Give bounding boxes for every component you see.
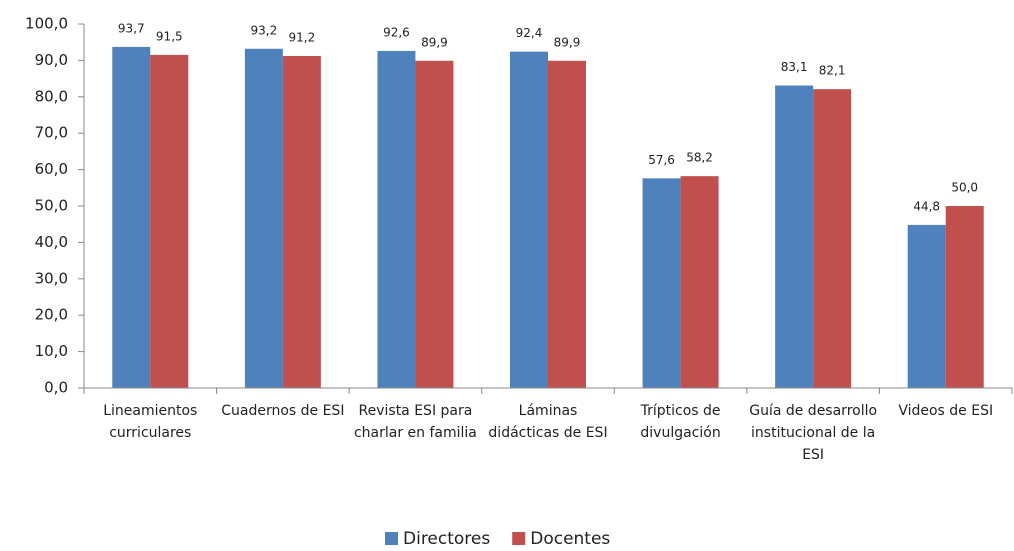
- data-label: 83,1: [781, 60, 808, 74]
- data-label: 89,9: [421, 35, 448, 49]
- legend-label: Directores: [403, 529, 490, 549]
- bar: [642, 178, 681, 388]
- bar: [415, 60, 454, 388]
- y-tick-label: 100,0: [25, 15, 68, 33]
- x-tick-label: Trípticos de divulgación: [640, 403, 721, 441]
- x-tick-label: Videos de ESI: [898, 403, 994, 419]
- data-label: 91,2: [288, 31, 315, 45]
- bar: [377, 50, 416, 388]
- y-tick-label: 50,0: [35, 197, 68, 215]
- data-label: 91,5: [156, 29, 183, 43]
- bar: [775, 85, 814, 389]
- data-label: 92,6: [383, 25, 410, 39]
- y-tick-label: 30,0: [35, 269, 68, 287]
- data-label: 58,2: [686, 151, 713, 165]
- y-tick-label: 40,0: [35, 233, 68, 251]
- y-tick-label: 80,0: [35, 87, 68, 105]
- y-tick-label: 70,0: [35, 124, 68, 142]
- bar: [244, 48, 283, 388]
- y-tick-label: 60,0: [35, 160, 68, 178]
- data-label: 57,6: [648, 153, 675, 167]
- data-label: 93,7: [118, 21, 145, 35]
- legend-swatch: [512, 532, 526, 545]
- x-tick-label: Guía de desarrollo institucional de la E…: [749, 403, 878, 463]
- data-label: 82,1: [819, 64, 846, 78]
- bar: [282, 56, 321, 388]
- bar: [510, 51, 548, 388]
- data-label: 50,0: [951, 181, 978, 195]
- data-label: 93,2: [250, 23, 277, 37]
- y-tick-label: 20,0: [35, 306, 68, 324]
- y-tick-label: 0,0: [44, 379, 68, 397]
- data-label: 92,4: [516, 26, 543, 40]
- bar: [680, 176, 719, 388]
- data-label: 44,8: [913, 199, 940, 213]
- x-tick-label: Cuadernos de ESI: [221, 403, 345, 419]
- legend-label: Docentes: [530, 529, 610, 549]
- legend-swatch: [385, 532, 398, 545]
- y-tick-label: 90,0: [35, 51, 68, 69]
- bar: [813, 89, 852, 388]
- data-label: 89,9: [554, 35, 581, 49]
- x-tick-label: Revista ESI para charlar en familia: [353, 403, 477, 441]
- x-tick-label: Láminas didácticas de ESI: [488, 403, 608, 441]
- bar: [150, 54, 189, 388]
- x-tick-label: Lineamientos curriculares: [103, 403, 198, 441]
- bar: [548, 60, 586, 388]
- bar: [907, 224, 946, 388]
- bar: [112, 46, 151, 388]
- y-tick-label: 10,0: [35, 342, 68, 360]
- bar: [945, 206, 984, 388]
